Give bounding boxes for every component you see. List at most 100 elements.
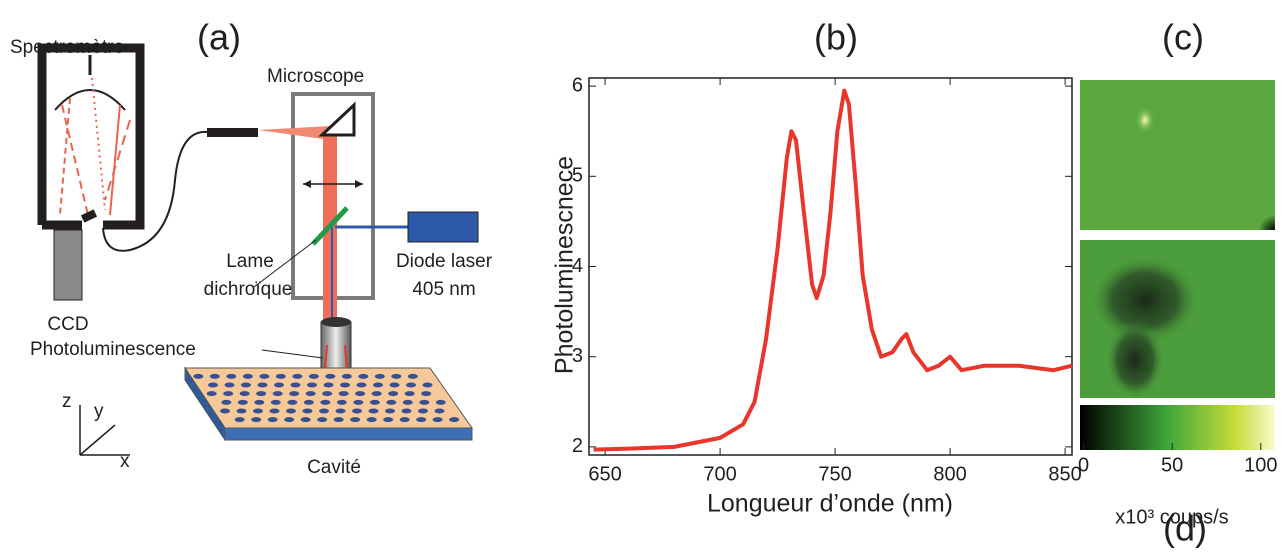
photonic-holes (193, 373, 460, 423)
x-tick-label: 750 (818, 463, 851, 485)
hole (209, 373, 220, 379)
x-tick-label: 800 (933, 463, 966, 485)
hole (208, 382, 218, 388)
dichroic-mirror (311, 206, 349, 246)
fiber-cable (102, 130, 208, 252)
label: Microscope (267, 66, 364, 87)
hole (270, 399, 281, 405)
hole (223, 391, 234, 397)
panel-label: (d) (1163, 508, 1207, 549)
plot-frame (588, 77, 1073, 456)
hole (287, 399, 298, 405)
hole (391, 373, 402, 379)
collected-beam (258, 126, 330, 140)
hole (239, 391, 250, 397)
hole (419, 399, 430, 405)
hole (275, 373, 286, 379)
hole (383, 417, 394, 423)
setup-diagram (37, 43, 479, 456)
hole (358, 373, 369, 379)
hole (251, 417, 262, 423)
hole (319, 408, 329, 414)
y-tick-label: 6 (572, 74, 583, 96)
hole (388, 391, 399, 397)
label: Photoluminescence (30, 339, 196, 360)
hole (340, 382, 350, 388)
hole (353, 399, 364, 405)
hole (221, 399, 232, 405)
prism (318, 101, 356, 137)
xyz-axes (79, 405, 130, 456)
y-tick-label: 5 (572, 165, 583, 187)
hole (254, 399, 265, 405)
cavity-side (184, 366, 226, 442)
hole (322, 391, 333, 397)
hole (320, 399, 331, 405)
hole (269, 408, 280, 414)
hole (374, 373, 385, 379)
hole (220, 408, 230, 414)
hole (371, 391, 382, 397)
hole (253, 408, 263, 414)
panel-label: (b) (814, 17, 858, 58)
x-tick-label: 650 (588, 463, 621, 485)
hole (259, 373, 270, 379)
hole (356, 382, 367, 388)
label: y (94, 401, 104, 422)
hole (267, 417, 278, 423)
hole (338, 391, 349, 397)
hole (234, 417, 245, 423)
hole (366, 417, 377, 423)
data-line (593, 88, 1073, 452)
y-tick-label: 4 (572, 255, 583, 277)
colorbar-tick-label: 0 (1078, 454, 1089, 476)
grating (54, 89, 126, 111)
hole (401, 408, 412, 414)
hole (418, 408, 428, 414)
hole (274, 382, 284, 388)
hole (256, 391, 267, 397)
hole (237, 399, 248, 405)
hole (434, 408, 445, 414)
x-tick-label: 850 (1048, 463, 1081, 485)
leader-line (253, 239, 317, 288)
hole (241, 382, 251, 388)
colorbar-label: x10³ coups/s (1115, 506, 1228, 528)
hole (355, 391, 366, 397)
x-axis-label: Longueur d’onde (nm) (707, 490, 953, 518)
hole (386, 399, 397, 405)
cavity-front (224, 427, 473, 441)
hole (389, 382, 400, 388)
label: Lame (226, 251, 274, 272)
hole (407, 373, 418, 379)
hole (335, 408, 346, 414)
hole (284, 417, 295, 423)
hole (368, 408, 379, 414)
hole (305, 391, 316, 397)
hole (272, 391, 283, 397)
dark-region (1105, 320, 1165, 400)
hole (292, 373, 303, 379)
label: CCD (47, 314, 88, 335)
hole (350, 417, 361, 423)
hole (432, 417, 443, 423)
colorbar-tick-label: 50 (1161, 454, 1183, 476)
maps (1080, 80, 1275, 450)
hole (333, 417, 344, 423)
spectrometer-rays (59, 77, 131, 216)
leader-line (261, 349, 324, 359)
hole (373, 382, 383, 388)
hole (317, 417, 328, 423)
y-tick-label: 2 (572, 435, 583, 457)
hole (435, 399, 446, 405)
label: Diode laser (396, 251, 493, 272)
hole (224, 382, 235, 388)
mirror (80, 209, 98, 223)
hole (352, 408, 362, 414)
label: Spectromètre (10, 37, 124, 58)
hole (226, 373, 237, 379)
panel-label: (a) (197, 17, 241, 58)
hole (323, 382, 334, 388)
hole (406, 382, 416, 388)
label: Cavité (307, 457, 361, 478)
